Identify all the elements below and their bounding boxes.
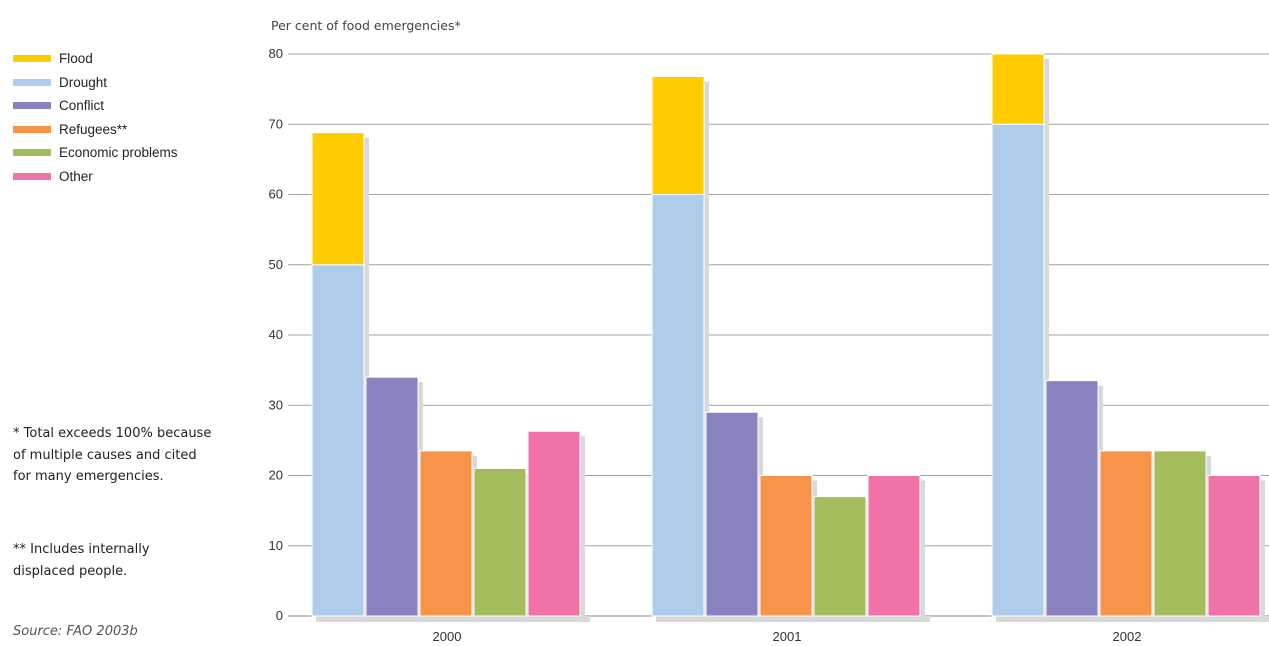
bar-shadow [580, 436, 585, 616]
x-tick-label: 2002 [1113, 629, 1142, 644]
legend-item-refugees: Refugees** [13, 118, 178, 142]
legend-item-other: Other [13, 165, 178, 189]
y-tick-label: 60 [269, 187, 283, 202]
bar-economic-problems-2000 [473, 467, 527, 617]
bar-refugees-2002 [1099, 450, 1153, 617]
legend-label: Other [59, 168, 93, 184]
bar-other-2002 [1207, 475, 1261, 617]
legend-label: Flood [59, 51, 93, 67]
bar-refugees-2000 [419, 450, 473, 617]
x-tick-label: 2001 [773, 629, 802, 644]
bar-drought-2002 [991, 123, 1045, 617]
bar-shadow [1260, 480, 1265, 616]
bar-shadow [1044, 59, 1049, 616]
source-note: Source: FAO 2003b [13, 624, 138, 639]
legend-swatch [13, 78, 51, 86]
legend-swatch [13, 172, 51, 180]
bar-drought-2000 [311, 264, 365, 617]
legend-label: Conflict [59, 98, 105, 114]
legend-item-conflict: Conflict [13, 94, 178, 118]
legend-label: Drought [59, 74, 108, 90]
bar-other-2000 [527, 430, 581, 617]
bar-conflict-2000 [365, 376, 419, 617]
y-tick-label: 30 [269, 397, 283, 412]
bar-economic-problems-2001 [813, 496, 867, 617]
y-axis-label: Per cent of food emergencies* [271, 18, 461, 33]
bar-shadow [920, 480, 925, 616]
legend-item-drought: Drought [13, 71, 178, 95]
bar-shadow [316, 616, 590, 622]
bar-conflict-2001 [705, 411, 759, 617]
bar-flood-2002 [991, 53, 1045, 125]
legend-swatch [13, 102, 51, 110]
bar-shadow [704, 81, 709, 617]
bar-shadow [996, 616, 1269, 622]
legend-swatch [13, 125, 51, 133]
bar-shadow [656, 616, 930, 622]
y-tick-label: 50 [269, 257, 283, 272]
bar-conflict-2002 [1045, 380, 1099, 617]
legend-swatch [13, 149, 51, 157]
legend-item-flood: Flood [13, 47, 178, 71]
y-tick-label: 40 [269, 327, 283, 342]
bar-drought-2001 [651, 194, 705, 617]
y-tick-label: 10 [269, 538, 283, 553]
footnote-idp: ** Includes internally displaced people. [13, 542, 150, 579]
x-tick-label: 2000 [433, 629, 462, 644]
bar-flood-2001 [651, 75, 705, 195]
chart-legend: Flood Drought Conflict Refugees** Economic p… [13, 47, 178, 188]
y-tick-label: 20 [269, 468, 283, 483]
bar-economic-problems-2002 [1153, 450, 1207, 617]
bar-refugees-2001 [759, 475, 813, 617]
bar-flood-2000 [311, 132, 365, 266]
y-tick-label: 70 [269, 116, 283, 131]
y-tick-label: 80 [269, 46, 283, 61]
legend-label: Economic problems [59, 145, 178, 161]
footnote-total: * Total exceeds 100% because of multiple… [13, 426, 212, 484]
y-tick-label: 0 [276, 608, 283, 623]
legend-item-economic-problems: Economic problems [13, 141, 178, 165]
legend-swatch [13, 55, 51, 63]
legend-label: Refugees** [59, 121, 128, 137]
bar-other-2001 [867, 475, 921, 617]
